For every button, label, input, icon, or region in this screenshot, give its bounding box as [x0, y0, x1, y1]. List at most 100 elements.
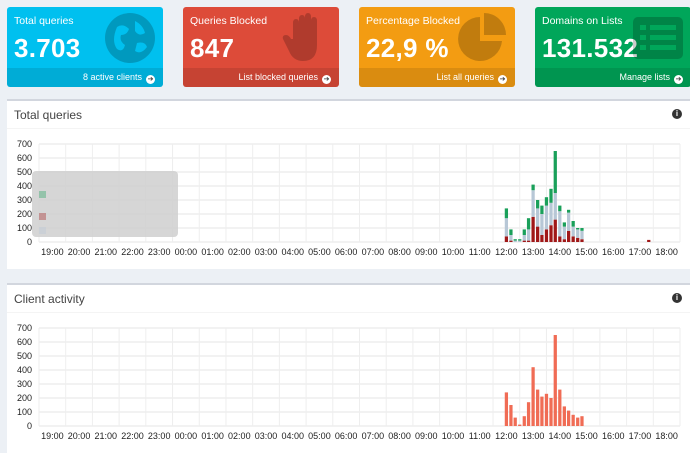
- bar: [549, 188, 553, 203]
- bar: [513, 417, 517, 426]
- x-tick-label: 11:00: [469, 247, 491, 257]
- x-tick-label: 07:00: [362, 431, 385, 441]
- x-tick-label: 20:00: [68, 247, 91, 257]
- bar: [540, 396, 544, 426]
- x-tick-label: 19:00: [41, 431, 64, 441]
- bar: [567, 230, 571, 242]
- total-queries-tile: Total queries 3.703 8 active clients ➔: [7, 7, 163, 87]
- x-tick-label: 21:00: [95, 431, 118, 441]
- bar: [562, 226, 566, 240]
- pie-chart-icon: [458, 13, 506, 61]
- hand-icon: [282, 13, 317, 61]
- x-tick-label: 18:00: [655, 247, 678, 257]
- bar: [509, 405, 513, 426]
- y-tick-label: 300: [17, 379, 32, 389]
- x-tick-label: 05:00: [308, 431, 331, 441]
- x-tick-label: 05:00: [308, 247, 331, 257]
- tile-value: 847: [190, 33, 235, 63]
- x-tick-label: 14:00: [549, 431, 572, 441]
- x-tick-label: 23:00: [148, 431, 171, 441]
- percentage-blocked-tile: Percentage Blocked 22,9 % List all queri…: [359, 7, 515, 87]
- bar: [526, 402, 531, 426]
- bar: [536, 208, 540, 227]
- bar: [567, 410, 571, 426]
- bar: [571, 236, 575, 242]
- bar: [518, 240, 522, 242]
- bar: [571, 221, 575, 227]
- x-tick-label: 10:00: [442, 431, 465, 441]
- queries-blocked-tile: Queries Blocked 847 List blocked queries…: [183, 7, 339, 87]
- bar: [504, 392, 509, 426]
- bar: [553, 151, 557, 193]
- y-tick-label: 500: [17, 167, 32, 177]
- arrow-right-icon: ➔: [322, 75, 331, 84]
- x-tick-label: 17:00: [629, 431, 652, 441]
- x-tick-label: 06:00: [335, 431, 358, 441]
- tile-title: Domains on Lists: [542, 15, 623, 27]
- x-tick-label: 00:00: [175, 247, 198, 257]
- x-tick-label: 22:00: [121, 431, 144, 441]
- bar: [562, 239, 566, 242]
- bar: [562, 406, 566, 426]
- y-tick-label: 400: [17, 365, 32, 375]
- legend-tooltip: [32, 171, 178, 237]
- x-tick-label: 21:00: [95, 247, 118, 257]
- bar: [580, 228, 584, 231]
- y-tick-label: 700: [17, 139, 32, 149]
- bar: [544, 197, 549, 206]
- bar: [558, 211, 562, 237]
- panel-header: Total queries i: [7, 101, 690, 129]
- bar: [536, 389, 540, 426]
- x-tick-label: 08:00: [388, 247, 411, 257]
- bar: [576, 228, 580, 230]
- manage-lists-link[interactable]: Manage lists ➔: [535, 68, 690, 87]
- info-icon[interactable]: i: [672, 109, 682, 119]
- x-tick-label: 16:00: [602, 431, 625, 441]
- x-tick-label: 10:00: [442, 247, 465, 257]
- y-tick-label: 100: [17, 407, 32, 417]
- globe-icon: [105, 13, 155, 63]
- y-tick-label: 0: [27, 237, 32, 247]
- tile-title: Percentage Blocked: [366, 15, 460, 27]
- bar: [576, 229, 580, 238]
- y-tick-label: 700: [17, 323, 32, 333]
- x-tick-label: 04:00: [281, 431, 304, 441]
- bar: [522, 229, 526, 235]
- domains-on-lists-tile: Domains on Lists 131.532 Manage lists ➔: [535, 7, 690, 87]
- tile-value: 3.703: [14, 33, 81, 63]
- x-tick-label: 03:00: [255, 247, 278, 257]
- all-queries-link[interactable]: List all queries ➔: [359, 68, 515, 87]
- info-icon[interactable]: i: [672, 293, 682, 303]
- bar: [522, 240, 526, 242]
- bar: [553, 193, 557, 220]
- x-tick-label: 15:00: [575, 431, 598, 441]
- bar: [504, 208, 509, 219]
- bar: [522, 235, 526, 241]
- panel-title: Client activity: [14, 292, 85, 306]
- bar: [558, 389, 562, 426]
- tile-value: 22,9 %: [366, 33, 449, 63]
- active-clients-link[interactable]: 8 active clients ➔: [7, 68, 163, 87]
- total-queries-panel: Total queries i 0 100 200 300 400 500 600 700 19…: [7, 99, 690, 269]
- bar: [531, 367, 535, 426]
- x-tick-label: 11:00: [469, 431, 491, 441]
- arrow-right-icon: ➔: [498, 75, 507, 84]
- x-tick-label: 02:00: [228, 247, 251, 257]
- blocked-queries-link[interactable]: List blocked queries ➔: [183, 68, 339, 87]
- bar: [513, 240, 517, 242]
- bar: [567, 209, 571, 213]
- x-tick-label: 14:00: [549, 247, 572, 257]
- x-tick-label: 09:00: [415, 247, 438, 257]
- bar: [526, 240, 531, 242]
- bar: [571, 414, 575, 426]
- bar: [647, 239, 651, 242]
- y-tick-label: 200: [17, 393, 32, 403]
- x-tick-label: 02:00: [228, 431, 251, 441]
- bar: [531, 184, 535, 191]
- bar: [576, 417, 580, 426]
- y-tick-label: 100: [17, 223, 32, 233]
- y-tick-label: 300: [17, 195, 32, 205]
- legend-swatch: [39, 213, 46, 220]
- tile-link-label: List all queries: [436, 72, 494, 82]
- x-tick-label: 16:00: [602, 247, 625, 257]
